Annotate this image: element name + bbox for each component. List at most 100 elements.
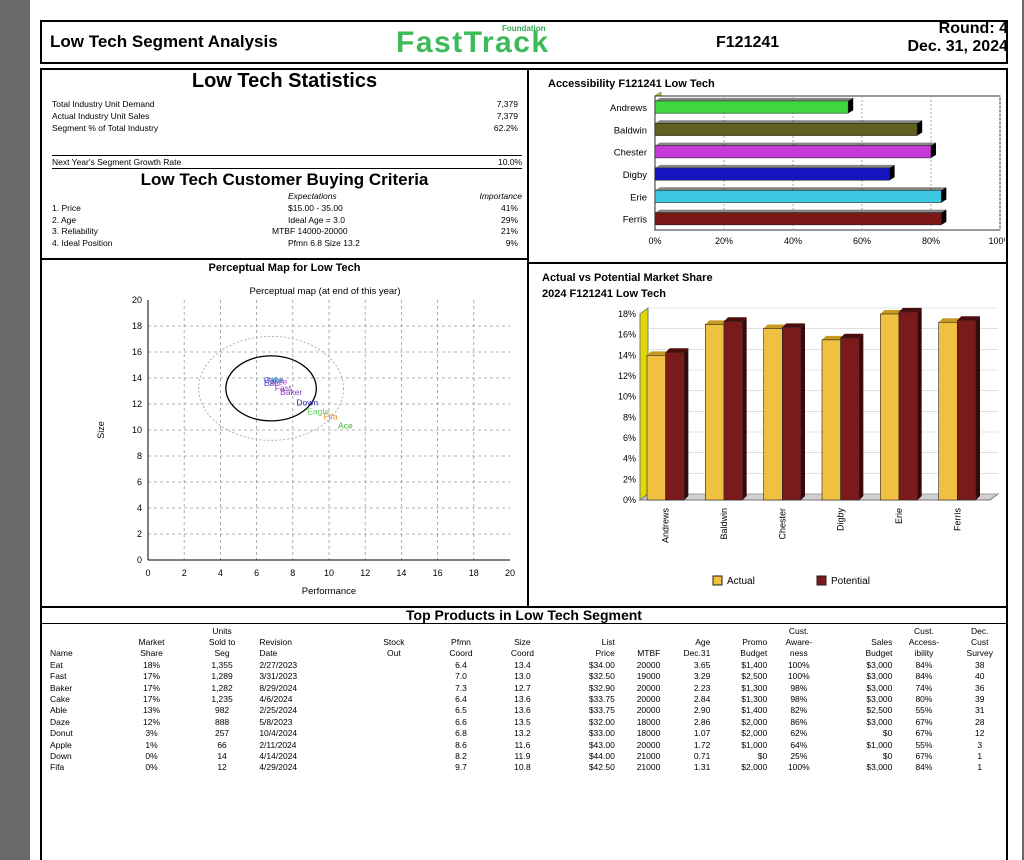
x-tick-label: 100% — [988, 236, 1005, 246]
bar-top-face — [724, 317, 747, 322]
table-cell: 5/8/2023 — [259, 716, 293, 727]
table-cell: 8.6 — [455, 739, 467, 750]
table-cell: 100% — [787, 659, 810, 670]
actual-bar-baldwin — [705, 324, 725, 501]
product-label: Cake — [264, 375, 284, 385]
table-cell: 17% — [143, 694, 161, 705]
table-cell: 67% — [915, 750, 933, 761]
column-header — [494, 625, 551, 636]
table-cell: 13% — [143, 705, 161, 716]
table-cell: 1,235 — [211, 694, 233, 705]
table-cell: $2,000 — [741, 716, 768, 727]
legend-potential-swatch — [816, 575, 827, 586]
category-label: Erie — [630, 192, 647, 203]
table-cell: 3% — [145, 728, 158, 739]
table-cell: 6.6 — [455, 716, 467, 727]
x-tick-label: 10 — [324, 568, 334, 578]
bar-top-face — [655, 209, 947, 213]
report-title: Low Tech Segment Analysis — [50, 32, 278, 51]
table-cell: 4/14/2024 — [259, 750, 298, 761]
table-cell: 21000 — [636, 762, 661, 773]
stat-row: Segment % of Total Industry 62.2% — [52, 122, 522, 134]
column-header — [48, 625, 116, 636]
potential-bar-chester — [782, 327, 802, 501]
left-divider — [40, 258, 529, 260]
y-tick-label: 16 — [132, 347, 142, 357]
table-cell: Donut — [50, 728, 73, 739]
x-tick-label: 16 — [433, 568, 443, 578]
statistics-title: Low Tech Statistics — [191, 70, 378, 92]
table-cell: 12 — [975, 728, 985, 739]
market-share-title: Actual vs Potential Market Share 2024 F1… — [542, 270, 713, 302]
legend-potential-label: Potential — [831, 576, 870, 587]
product-label: Fast — [275, 383, 292, 393]
table-cell: Down — [50, 750, 72, 761]
criteria-header: Expectations Importance — [52, 190, 522, 202]
table-cell: 64% — [790, 739, 808, 750]
y-tick-label: 8 — [137, 451, 142, 461]
table-cell: 6.4 — [455, 694, 467, 705]
bar-top-face — [665, 348, 689, 353]
table-cell: 2/11/2024 — [259, 739, 297, 750]
table-cell — [360, 682, 428, 693]
bar-side-face — [917, 120, 923, 136]
bar-side-face — [742, 317, 747, 500]
table-cell: $34.00 — [588, 659, 615, 670]
y-tick-label: 4 — [137, 503, 142, 513]
table-cell: 20000 — [636, 659, 661, 670]
bar-side-face — [889, 164, 895, 181]
x-tick-label: 2 — [182, 568, 187, 578]
potential-bar-erie — [898, 311, 918, 501]
table-cell: Cake — [50, 694, 70, 705]
table-cell: 55% — [915, 739, 933, 750]
column-header: Sold to — [208, 637, 236, 648]
perceptual-map: Perceptual map (at end of this year) 0 2 4 6… — [96, 286, 515, 597]
market-share-chart: 0% 2% 4% 6% 8% 10% 12% 14% 16% 18% Andrews Baldwin C… — [618, 307, 1000, 587]
column-header: Share — [140, 648, 163, 659]
column-header — [428, 625, 494, 636]
table-cell: $33.75 — [588, 705, 615, 716]
y-tick-label: 2 — [137, 529, 142, 539]
table-cell: $1,300 — [741, 694, 768, 705]
actual-bar-digby — [821, 339, 841, 501]
growth-value: 10.0% — [498, 157, 523, 167]
table-cell: 1.07 — [693, 728, 711, 739]
table-cell — [360, 739, 428, 750]
table-cell: 1,289 — [211, 671, 233, 682]
stat-row: Total Industry Unit Demand 7,379 — [52, 98, 522, 110]
category-label: Baldwin — [614, 125, 647, 136]
accessibility-chart: 0% 20% 40% 60% 80% 100% Andrews Baldwin Chester D… — [610, 92, 1005, 246]
table-cell: $3,000 — [866, 659, 893, 670]
table-cell: 98% — [790, 682, 808, 693]
table-cell: 31 — [975, 705, 985, 716]
column-header — [116, 625, 187, 636]
y-tick-label: 12% — [618, 371, 636, 381]
product-label: Able — [266, 375, 283, 385]
table-cell: Apple — [50, 739, 72, 750]
logo-main-text: FastTrack — [396, 26, 550, 59]
table-cell: Fifa — [50, 762, 65, 773]
product-label: Eat — [264, 378, 277, 388]
accessibility-title: Accessibility F121241 Low Tech — [548, 78, 715, 90]
product-label: Ace — [338, 421, 353, 431]
column-header: Promo — [742, 637, 768, 648]
table-cell: 18000 — [636, 716, 661, 727]
table-cell: 84% — [915, 659, 933, 670]
bar-top-face — [763, 324, 787, 329]
y-tick-label: 6 — [137, 477, 142, 487]
table-cell: 2/27/2023 — [259, 659, 298, 670]
column-header: Stock — [383, 637, 405, 648]
table-cell: 7.3 — [455, 682, 467, 693]
table-row: Fast 17% 1,289 3/31/2023 7.0 13.0 $32.50 19000 3… — [48, 671, 1006, 682]
table-cell: 12% — [143, 716, 161, 727]
y-tick-label: 4% — [623, 454, 636, 464]
y-tick-label: 14% — [618, 350, 636, 360]
table-cell: 8/29/2024 — [259, 682, 298, 693]
table-cell: 74% — [915, 682, 933, 693]
table-cell: 0% — [145, 750, 158, 761]
header-row: Units Cust. Cust. Dec. — [48, 625, 1006, 636]
report-page: Low Tech Segment Analysis Foundation Fas… — [30, 0, 1022, 860]
column-header: Revision — [259, 637, 292, 648]
table-cell: 13.6 — [514, 694, 531, 705]
table-cell: $3,000 — [866, 694, 893, 705]
